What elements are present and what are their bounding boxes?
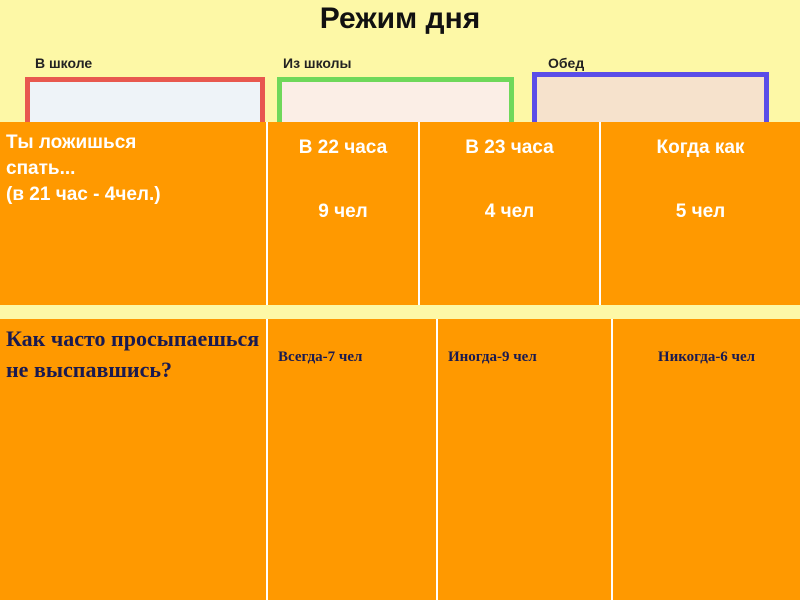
wakeup-question: Как часто просыпаешься не выспавшись? — [0, 319, 268, 600]
answer-count: 4 чел — [484, 201, 535, 222]
bedtime-question: Ты ложишься спать... (в 21 час - 4чел.) — [0, 122, 268, 305]
bedtime-table: Ты ложишься спать... (в 21 час - 4чел.) … — [0, 122, 800, 305]
answer-never: Никогда-6 чел — [657, 349, 756, 365]
answer-sometimes: Иногда-9 чел — [438, 319, 613, 600]
answer-label: В 23 часа — [465, 137, 554, 158]
answer-label: Когда как — [656, 137, 745, 158]
answer-cell: Когда как 5 чел — [601, 122, 800, 305]
answer-count: 5 чел — [675, 201, 726, 222]
label-lunch: Обед — [548, 55, 585, 71]
label-school: В школе — [35, 55, 93, 71]
answer-label: В 22 часа — [298, 137, 388, 158]
label-from-school: Из школы — [283, 55, 352, 71]
slide-title: Режим дня — [319, 2, 481, 35]
wakeup-table: Как часто просыпаешься не выспавшись? Вс… — [0, 319, 800, 600]
question-text: Ты ложишься спать... — [6, 132, 137, 179]
answer-cell: В 23 часа 4 чел — [420, 122, 601, 305]
answer-cell: В 22 часа 9 чел — [268, 122, 420, 305]
question-note: (в 21 час - 4чел.) — [6, 184, 161, 205]
answer-always: Всегда-7 чел — [268, 319, 438, 600]
answer-count: 9 чел — [318, 201, 368, 222]
